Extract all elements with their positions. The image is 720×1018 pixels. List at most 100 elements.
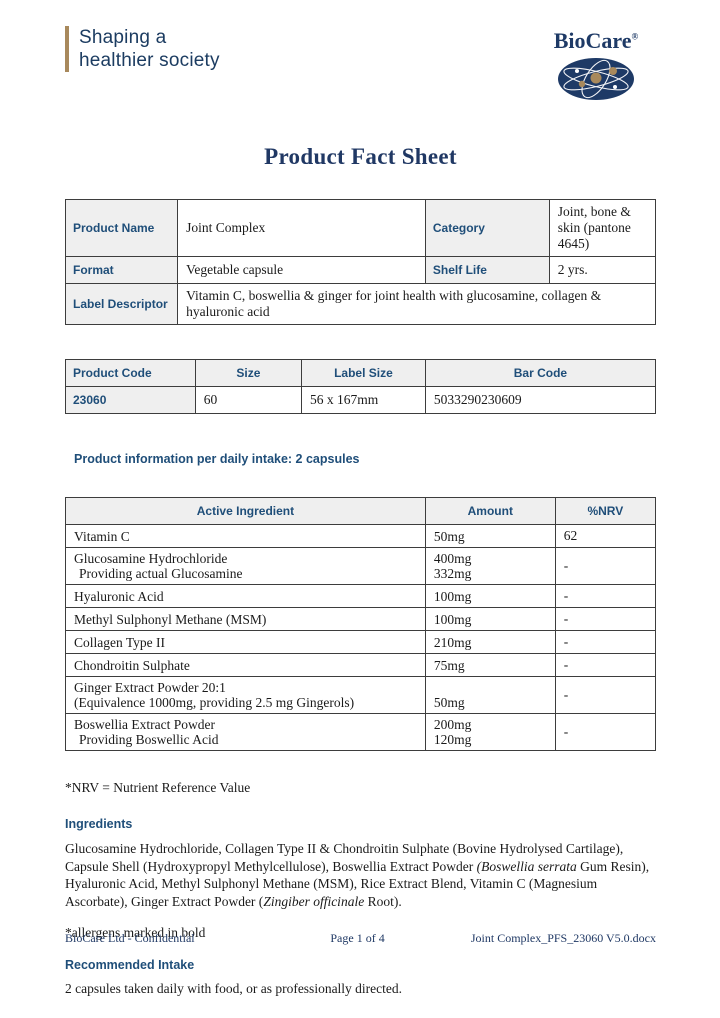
ingredient-nrv: -	[554, 713, 657, 751]
table-row: Format Vegetable capsule Shelf Life 2 yr…	[64, 256, 657, 284]
product-code-table: Product Code Size Label Size Bar Code 23…	[65, 359, 657, 414]
ingredient-name: Glucosamine Hydrochloride Providing actu…	[65, 547, 426, 585]
ingredient-line: Hyaluronic Acid	[74, 588, 164, 604]
ingredient-amount: 100mg	[424, 584, 556, 608]
product-info-table: Product Name Joint Complex Category Join…	[64, 199, 657, 325]
table-row: Methyl Sulphonyl Methane (MSM) 100mg -	[65, 607, 657, 631]
brand-tagline: Shaping a healthier society	[65, 26, 220, 72]
amount-line: 75mg	[433, 657, 465, 673]
nrv-note: *NRV = Nutrient Reference Value	[65, 780, 251, 795]
page-footer: BioCare Ltd - Confidential Page 1 of 4 J…	[65, 931, 656, 946]
tagline-line1: Shaping a	[79, 27, 167, 48]
table-row: Glucosamine Hydrochloride Providing actu…	[65, 547, 657, 585]
recommended-intake-text: 2 capsules taken daily with food, or as …	[65, 981, 403, 996]
ingredient-name: Boswellia Extract Powder Providing Boswe…	[65, 713, 426, 751]
table-row: Product Name Joint Complex Category Join…	[64, 199, 657, 257]
table-header-row: Product Code Size Label Size Bar Code	[65, 359, 657, 387]
ingredient-amount: 100mg	[424, 607, 556, 631]
amount-line: 100mg	[433, 611, 472, 627]
ingredient-line: Chondroitin Sulphate	[74, 657, 190, 673]
amount-line: 400mg	[433, 551, 472, 566]
ingredient-name: Hyaluronic Acid	[65, 584, 426, 608]
ingredient-amount: 210mg	[424, 630, 556, 654]
ingredient-line: Glucosamine Hydrochloride	[74, 551, 228, 566]
size-value: 60	[194, 386, 302, 414]
format-label: Format	[64, 256, 179, 284]
amount-line: 100mg	[433, 588, 472, 604]
ingredients-heading: Ingredients	[65, 817, 133, 831]
footer-page-number: Page 1 of 4	[330, 931, 385, 945]
ingredient-nrv: -	[554, 676, 657, 714]
bar-code-value: 5033290230609	[424, 386, 657, 414]
ingredient-line: Vitamin C	[74, 528, 130, 544]
registered-trademark-symbol: ®	[631, 31, 639, 42]
ingredient-line: Boswellia Extract Powder	[74, 717, 215, 732]
product-code-header: Product Code	[65, 359, 196, 387]
active-ingredients-table: Active Ingredient Amount %NRV Vitamin C …	[65, 497, 657, 751]
label-descriptor-value: Vitamin C, boswellia & ginger for joint …	[177, 283, 656, 325]
product-name-value: Joint Complex	[177, 199, 426, 257]
ingredient-amount: 75mg	[424, 653, 556, 677]
shelf-life-value: 2 yrs.	[548, 256, 657, 284]
label-size-value: 56 x 167mm	[300, 386, 426, 414]
table-row: Chondroitin Sulphate 75mg -	[65, 653, 657, 677]
biocare-logo: BioCare®	[536, 28, 656, 106]
product-code-value: 23060	[65, 386, 196, 414]
table-row: Hyaluronic Acid 100mg -	[65, 584, 657, 608]
ingredient-name: Chondroitin Sulphate	[65, 653, 426, 677]
amount-header: Amount	[424, 497, 556, 525]
amount-line: 200mg	[433, 717, 472, 732]
ingredient-name: Methyl Sulphonyl Methane (MSM)	[65, 607, 426, 631]
nrv-header: %NRV	[554, 497, 657, 525]
logo-wordmark: BioCare	[553, 28, 632, 53]
label-size-header: Label Size	[300, 359, 426, 387]
ingredient-line: Methyl Sulphonyl Methane (MSM)	[74, 611, 267, 627]
ingredient-name: Collagen Type II	[65, 630, 426, 654]
shelf-life-label: Shelf Life	[424, 256, 550, 284]
table-row: Boswellia Extract Powder Providing Boswe…	[65, 713, 657, 751]
table-row: Vitamin C 50mg 62	[65, 524, 657, 548]
table-row: Ginger Extract Powder 20:1 (Equivalence …	[65, 676, 657, 714]
amount-line: 50mg	[433, 528, 465, 544]
format-value: Vegetable capsule	[177, 256, 426, 284]
amount-line: 210mg	[433, 634, 472, 650]
table-row: 23060 60 56 x 167mm 5033290230609	[65, 386, 657, 414]
ingredient-nrv: -	[554, 630, 657, 654]
amount-line	[434, 680, 547, 695]
intake-heading: Product information per daily intake: 2 …	[74, 452, 360, 466]
size-header: Size	[194, 359, 302, 387]
table-row: Label Descriptor Vitamin C, boswellia & …	[64, 283, 656, 325]
ingredient-line: Collagen Type II	[74, 634, 166, 650]
recommended-intake-heading: Recommended Intake	[65, 958, 195, 972]
amount-subline: 50mg	[433, 695, 465, 710]
page-title: Product Fact Sheet	[264, 144, 457, 169]
ingredient-amount: 50mg	[424, 524, 556, 548]
ingredients-paragraph: Glucosamine Hydrochloride, Collagen Type…	[65, 841, 650, 909]
ingredient-subline: (Equivalence 1000mg, providing 2.5 mg Gi…	[74, 695, 355, 710]
ingredient-name: Vitamin C	[65, 524, 426, 548]
ingredient-nrv: -	[554, 584, 657, 608]
category-value: Joint, bone & skin (pantone 4645)	[548, 199, 657, 257]
allergen-note: *allergens marked in bold	[65, 925, 206, 940]
footer-filename: Joint Complex_PFS_23060 V5.0.docx	[470, 931, 656, 945]
biocare-logo-text: BioCare®	[536, 28, 656, 54]
ingredient-subline: Providing Boswellic Acid	[79, 732, 219, 747]
ingredient-nrv: 62	[554, 524, 657, 548]
ingredient-line: Ginger Extract Powder 20:1	[74, 680, 226, 695]
table-header-row: Active Ingredient Amount %NRV	[65, 497, 657, 525]
ingredient-amount: 400mg 332mg	[424, 547, 556, 585]
ingredient-nrv: -	[554, 607, 657, 631]
page-header: Shaping a healthier society BioCare®	[65, 26, 656, 106]
ingredient-nrv: -	[554, 547, 657, 585]
category-label: Category	[424, 199, 550, 257]
ingredient-subline: Providing actual Glucosamine	[79, 566, 243, 581]
ingredient-nrv: -	[554, 653, 657, 677]
amount-subline: 120mg	[433, 732, 472, 747]
footer-confidential: BioCare Ltd - Confidential	[65, 931, 195, 945]
tagline-line2: healthier society	[79, 50, 220, 71]
bar-code-header: Bar Code	[424, 359, 657, 387]
ingredient-amount: 50mg	[424, 676, 556, 714]
active-ingredient-header: Active Ingredient	[65, 497, 426, 525]
amount-subline: 332mg	[433, 566, 472, 581]
